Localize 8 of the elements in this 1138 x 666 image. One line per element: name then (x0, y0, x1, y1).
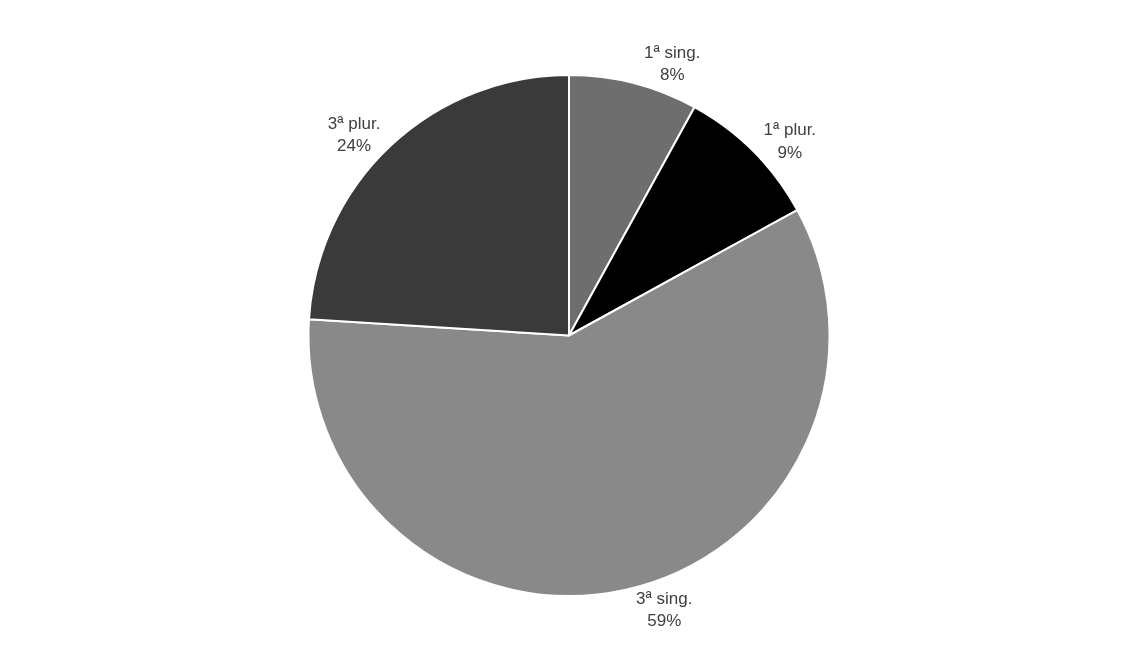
data-label: 9% (777, 142, 803, 162)
slice-label: 3ª sing. (636, 588, 693, 608)
slice-label: 3ª plur. (327, 114, 381, 134)
data-label: 24% (337, 136, 372, 156)
data-label: 59% (647, 610, 682, 630)
data-label: 8% (659, 65, 685, 85)
slice-label: 1ª sing. (644, 43, 701, 63)
slice-label: 1ª plur. (763, 120, 817, 140)
